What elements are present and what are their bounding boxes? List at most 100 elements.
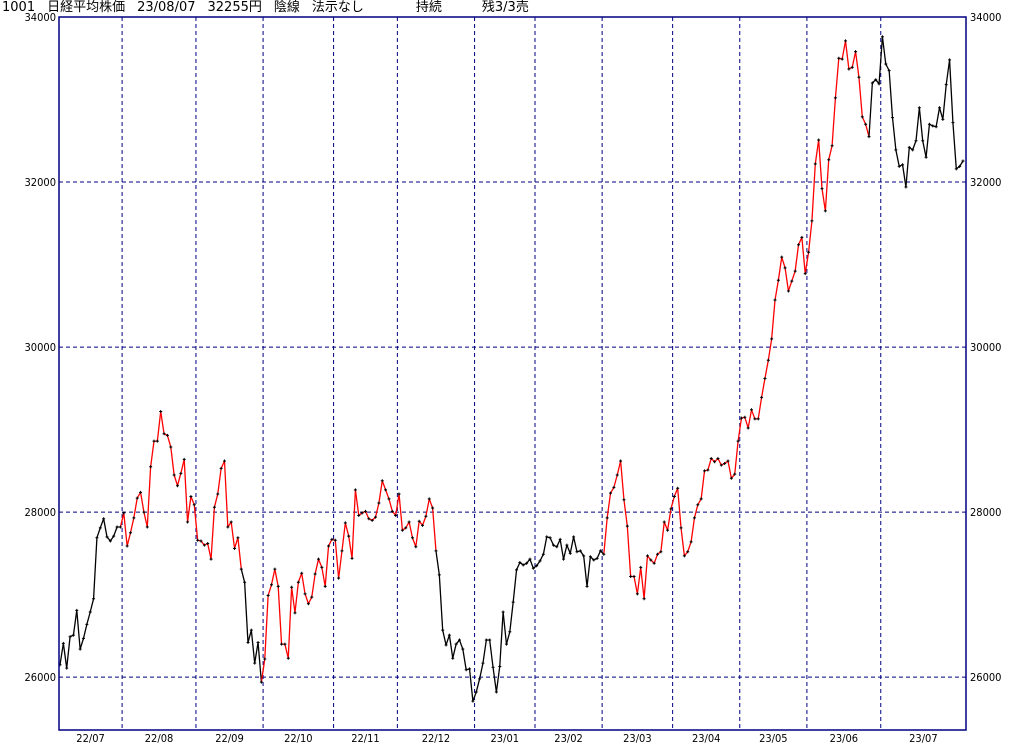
price-segment [774, 280, 780, 301]
price-point [501, 610, 505, 614]
price-segment [915, 107, 921, 141]
price-segment [126, 532, 132, 547]
price-point [478, 677, 482, 681]
price-point [837, 56, 841, 60]
price-segment [959, 160, 964, 167]
price-point [659, 550, 663, 554]
price-segment [495, 666, 501, 693]
price-segment [442, 630, 447, 646]
price-point [760, 395, 764, 399]
price-segment [891, 117, 897, 150]
price-point [807, 250, 811, 254]
price-point [609, 491, 613, 495]
price-point [558, 537, 562, 541]
price-segment [260, 658, 266, 683]
price-segment [405, 521, 410, 529]
price-point [894, 148, 898, 152]
price-point [739, 416, 743, 420]
price-point [494, 690, 498, 694]
price-segment [626, 526, 632, 577]
price-point [189, 494, 193, 498]
price-point [625, 524, 629, 528]
price-segment [351, 489, 357, 559]
quote-price: 32255円 [207, 0, 262, 15]
price-segment [207, 543, 212, 560]
price-segment [821, 188, 827, 212]
price-segment [579, 550, 585, 557]
x-tick-label: 23/05 [759, 732, 788, 745]
price-segment [646, 555, 652, 561]
price-point [327, 544, 331, 548]
price-point [474, 690, 478, 694]
price-point [68, 635, 72, 639]
price-point [243, 580, 247, 584]
price-point [813, 162, 817, 166]
price-point [743, 415, 747, 419]
price-point [95, 536, 99, 540]
price-point [159, 409, 163, 413]
price-segment [781, 256, 786, 269]
price-point [897, 164, 901, 168]
y-tick-label-left: 30000 [25, 341, 56, 354]
price-point [941, 117, 945, 121]
price-segment [210, 507, 216, 560]
price-point [266, 593, 270, 597]
price-point [451, 656, 455, 660]
price-segment [515, 562, 521, 571]
price-point [249, 628, 253, 632]
price-point [709, 456, 713, 460]
price-point [531, 566, 535, 570]
price-point [122, 511, 126, 515]
price-segment [415, 521, 420, 547]
price-point [692, 516, 696, 520]
price-segment [844, 40, 850, 70]
grid-lines [59, 17, 966, 730]
price-point [854, 50, 858, 54]
price-point [229, 520, 233, 524]
price-segment [183, 459, 189, 523]
price-point [719, 463, 723, 467]
price-point [629, 575, 633, 579]
price-point [92, 597, 96, 601]
price-point [377, 501, 381, 505]
price-segment [250, 630, 256, 664]
price-point [263, 657, 267, 661]
price-point [323, 584, 327, 588]
price-segment [92, 537, 98, 599]
price-segment [301, 573, 306, 594]
price-segment [747, 409, 753, 429]
x-tick-label: 22/07 [76, 732, 105, 745]
price-segment [650, 559, 655, 564]
price-point [756, 417, 760, 421]
price-point [827, 158, 831, 162]
price-segment [89, 598, 95, 613]
price-segment [824, 159, 830, 211]
price-segment [834, 58, 840, 98]
x-tick-label: 22/09 [215, 732, 244, 745]
price-point [823, 209, 827, 213]
price-segment [596, 550, 602, 559]
price-segment [727, 460, 733, 479]
price-segment [99, 518, 105, 529]
price-point [118, 525, 122, 529]
plot-frame [58, 16, 967, 731]
x-tick-label: 23/03 [623, 732, 652, 745]
price-segment [791, 270, 796, 282]
price-segment [603, 517, 608, 555]
price-segment [613, 474, 618, 488]
price-point [528, 557, 532, 561]
price-segment [717, 458, 722, 466]
price-point [555, 545, 559, 549]
price-segment [922, 140, 927, 158]
price-point [605, 516, 609, 520]
price-point [592, 558, 596, 562]
price-point [515, 568, 519, 572]
price-segment [559, 539, 565, 560]
price-segment [619, 460, 625, 500]
price-segment [797, 237, 803, 246]
price-segment [935, 107, 941, 127]
price-point [914, 139, 918, 143]
price-point [290, 585, 294, 589]
price-point [763, 376, 767, 380]
